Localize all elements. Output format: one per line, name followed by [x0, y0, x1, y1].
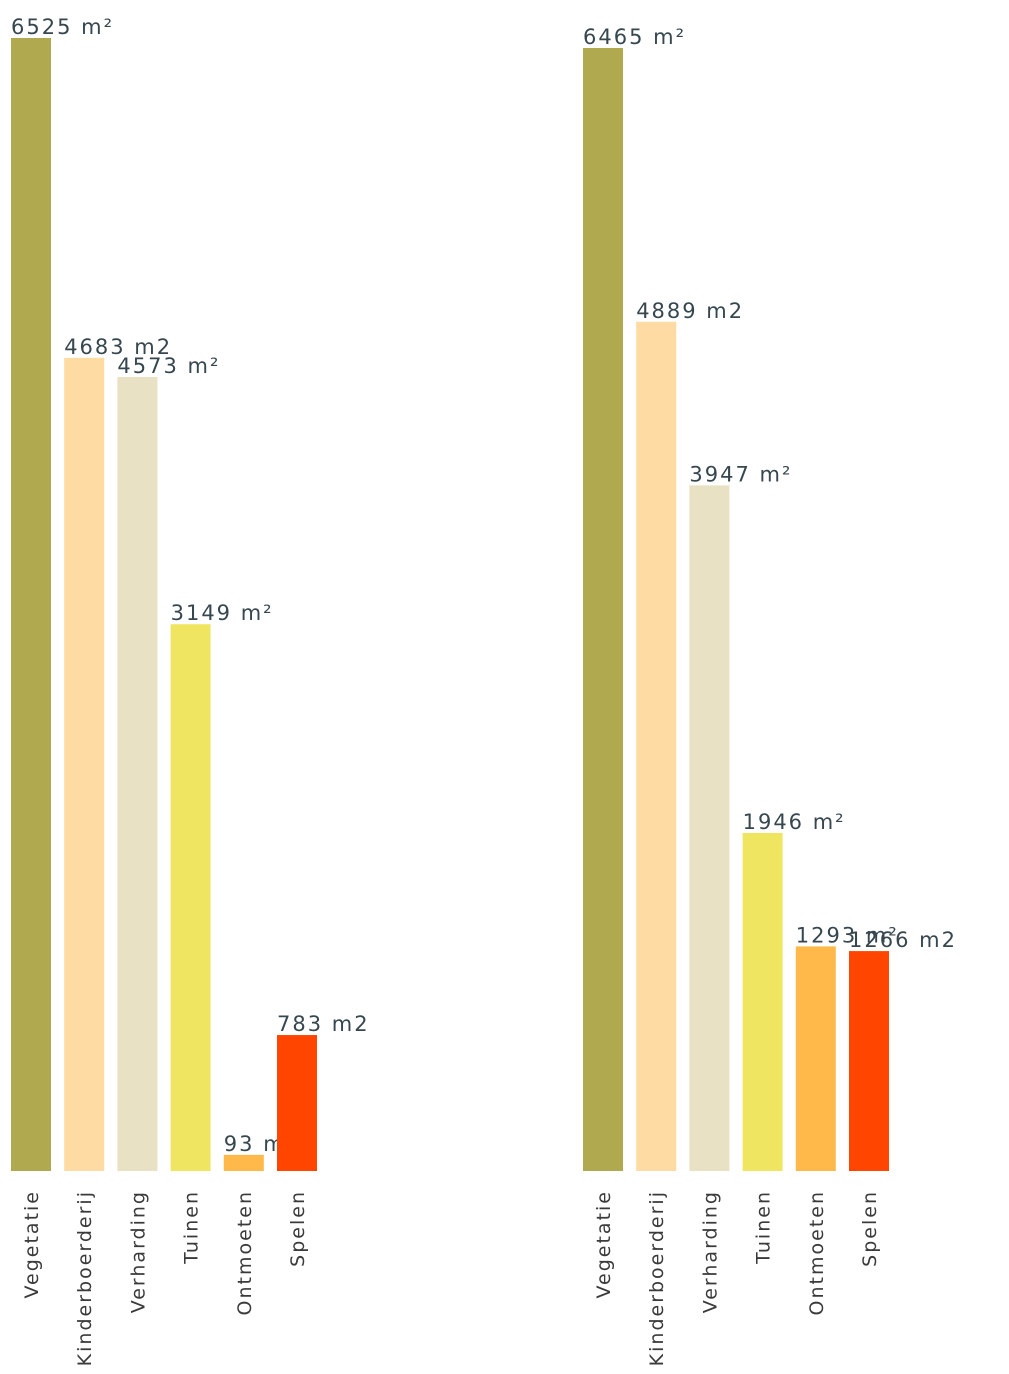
- category-label-left-verharding: Verharding: [127, 1190, 149, 1313]
- bar-right-ontmoeten: [795, 946, 836, 1171]
- value-label-right-vegetatie: 6465 m²: [583, 25, 686, 49]
- bar-left-verharding: [117, 376, 158, 1172]
- bar-left-spelen: [277, 1035, 317, 1171]
- chart-right: 6465 m² Vegetatie 4889 m2 Kinderboerderij 39…: [583, 25, 957, 1366]
- bar-left-ontmoeten: [223, 1154, 264, 1171]
- bar-left-tuinen: [170, 624, 211, 1171]
- bar-right-kinderboerderij: [636, 321, 677, 1171]
- value-label-left-tuinen: 3149 m²: [171, 601, 274, 625]
- category-label-left-kinderboerderij: Kinderboerderij: [74, 1190, 96, 1366]
- value-label-right-verharding: 3947 m²: [689, 462, 792, 486]
- chart-left: 6525 m² Vegetatie 4683 m2 Kinderboerderij 45…: [11, 15, 370, 1366]
- value-label-right-tuinen: 1946 m²: [743, 810, 846, 834]
- bar-right-vegetatie: [583, 48, 623, 1171]
- bar-right-spelen: [849, 951, 889, 1171]
- bar-right-tuinen: [742, 832, 783, 1171]
- value-label-right-kinderboerderij: 4889 m2: [636, 299, 744, 323]
- category-label-right-ontmoeten: Ontmoeten: [806, 1190, 828, 1315]
- category-label-right-kinderboerderij: Kinderboerderij: [646, 1190, 668, 1366]
- category-label-right-verharding: Verharding: [699, 1190, 721, 1313]
- category-label-left-tuinen: Tuinen: [181, 1190, 203, 1265]
- category-label-left-vegetatie: Vegetatie: [21, 1190, 43, 1298]
- bar-left-vegetatie: [11, 38, 51, 1171]
- category-label-left-ontmoeten: Ontmoeten: [234, 1190, 256, 1315]
- value-label-left-verharding: 4573 m²: [117, 354, 220, 378]
- category-label-right-tuinen: Tuinen: [753, 1190, 775, 1265]
- value-label-left-kinderboerderij: 4683 m2: [64, 335, 172, 359]
- bar-left-kinderboerderij: [64, 357, 105, 1171]
- category-label-right-vegetatie: Vegetatie: [593, 1190, 615, 1298]
- category-label-left-spelen: Spelen: [287, 1190, 309, 1267]
- category-label-right-spelen: Spelen: [859, 1190, 881, 1267]
- value-label-right-spelen: 1266 m2: [849, 928, 957, 952]
- value-label-left-spelen: 783 m2: [277, 1012, 370, 1036]
- value-label-right-ontmoeten: 1293 m²: [796, 923, 899, 947]
- value-label-left-vegetatie: 6525 m²: [11, 15, 114, 39]
- bar-right-verharding: [689, 485, 730, 1172]
